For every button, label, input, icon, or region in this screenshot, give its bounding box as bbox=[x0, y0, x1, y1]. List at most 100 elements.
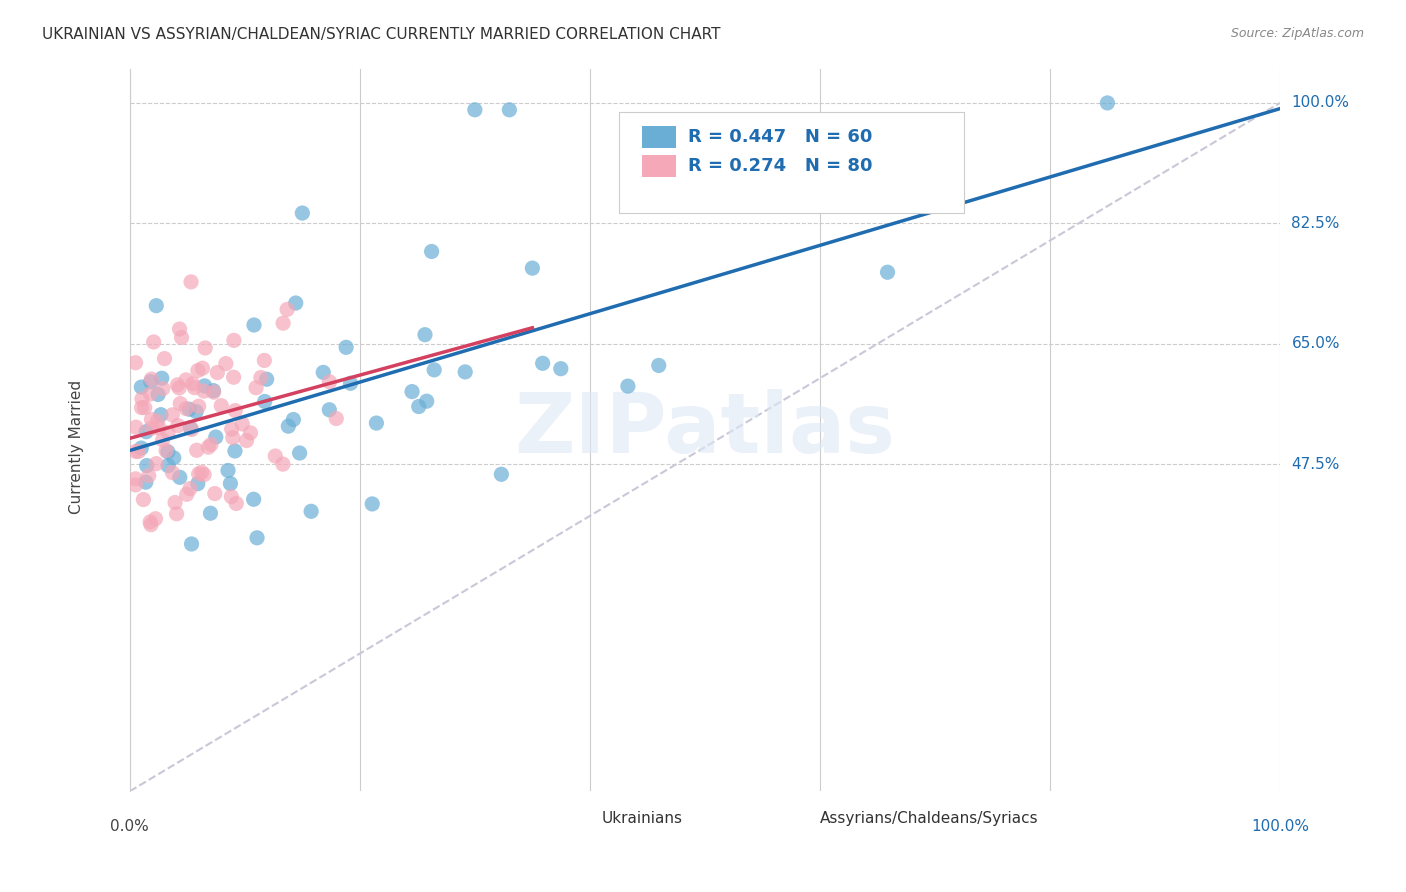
Point bbox=[124, 478, 146, 492]
Point bbox=[283, 412, 305, 426]
Point bbox=[284, 296, 307, 310]
Point bbox=[179, 402, 201, 417]
Point bbox=[366, 416, 388, 430]
Point bbox=[166, 507, 188, 521]
Point bbox=[139, 375, 162, 389]
Point bbox=[155, 443, 177, 458]
Point bbox=[167, 381, 190, 395]
Point bbox=[207, 366, 229, 380]
Point bbox=[174, 373, 197, 387]
Text: ZIPatlas: ZIPatlas bbox=[515, 390, 896, 470]
Point bbox=[169, 470, 191, 484]
Point bbox=[498, 103, 520, 117]
Point bbox=[491, 467, 513, 482]
Point bbox=[339, 376, 361, 391]
Point bbox=[318, 375, 340, 389]
Point bbox=[150, 371, 173, 385]
Text: Currently Married: Currently Married bbox=[69, 380, 84, 514]
Text: Source: ZipAtlas.com: Source: ZipAtlas.com bbox=[1230, 27, 1364, 40]
Point bbox=[531, 356, 554, 370]
Point bbox=[222, 370, 245, 384]
Point bbox=[197, 440, 219, 454]
Point bbox=[162, 466, 184, 480]
Point bbox=[187, 363, 209, 377]
Point bbox=[222, 431, 245, 445]
Point bbox=[250, 370, 273, 384]
Point bbox=[276, 302, 298, 317]
Point bbox=[245, 381, 267, 395]
Point bbox=[152, 433, 174, 447]
Point bbox=[135, 458, 157, 473]
Point bbox=[145, 457, 167, 471]
Point bbox=[193, 467, 215, 482]
Point bbox=[231, 417, 253, 431]
Point bbox=[134, 401, 156, 415]
Text: 100.0%: 100.0% bbox=[1251, 819, 1309, 834]
Text: 100.0%: 100.0% bbox=[1292, 95, 1350, 111]
Point bbox=[145, 512, 167, 526]
Point bbox=[246, 531, 269, 545]
Point bbox=[174, 401, 197, 416]
Point bbox=[209, 399, 232, 413]
Point bbox=[125, 420, 148, 434]
Point bbox=[190, 465, 212, 479]
Point bbox=[135, 425, 157, 439]
Point bbox=[876, 265, 898, 279]
Point bbox=[221, 422, 243, 436]
Point bbox=[423, 363, 446, 377]
Point bbox=[194, 379, 217, 393]
Point bbox=[179, 482, 201, 496]
Bar bbox=[567, 812, 592, 828]
Point bbox=[141, 412, 163, 426]
Point bbox=[124, 444, 146, 458]
Text: 0.0%: 0.0% bbox=[111, 819, 149, 834]
Text: R = 0.274   N = 80: R = 0.274 N = 80 bbox=[688, 157, 872, 175]
Bar bbox=[641, 127, 676, 148]
Point bbox=[162, 408, 184, 422]
Point bbox=[187, 476, 209, 491]
Point bbox=[420, 244, 443, 259]
Point bbox=[413, 327, 436, 342]
FancyBboxPatch shape bbox=[619, 112, 963, 213]
Point bbox=[157, 458, 180, 473]
Point bbox=[139, 515, 162, 529]
Point bbox=[224, 444, 246, 458]
Point bbox=[193, 384, 215, 398]
Point bbox=[142, 334, 165, 349]
Point bbox=[401, 384, 423, 399]
Text: Ukrainians: Ukrainians bbox=[602, 811, 682, 826]
Point bbox=[141, 372, 163, 386]
Point bbox=[169, 396, 191, 410]
Point bbox=[312, 365, 335, 379]
Point bbox=[318, 402, 340, 417]
Bar bbox=[641, 155, 676, 177]
Point bbox=[127, 444, 149, 458]
Point bbox=[194, 341, 217, 355]
Point bbox=[225, 496, 247, 510]
Point bbox=[221, 490, 243, 504]
Point bbox=[180, 537, 202, 551]
Point bbox=[648, 359, 671, 373]
Point bbox=[191, 361, 214, 376]
Point bbox=[264, 449, 287, 463]
Point bbox=[186, 443, 208, 458]
Point bbox=[187, 399, 209, 413]
Point bbox=[131, 380, 153, 394]
Point bbox=[335, 340, 357, 354]
Point bbox=[149, 408, 172, 422]
Point bbox=[146, 414, 169, 428]
Point bbox=[131, 392, 153, 406]
Point bbox=[253, 353, 276, 368]
Point bbox=[156, 445, 179, 459]
Point bbox=[204, 486, 226, 500]
Point bbox=[200, 506, 222, 520]
Point bbox=[271, 316, 294, 330]
Point bbox=[361, 497, 384, 511]
Point bbox=[1097, 95, 1119, 110]
Point bbox=[170, 330, 193, 344]
Point bbox=[299, 504, 322, 518]
Point bbox=[464, 103, 486, 117]
Point bbox=[271, 457, 294, 471]
Point bbox=[215, 357, 238, 371]
Point bbox=[124, 472, 146, 486]
